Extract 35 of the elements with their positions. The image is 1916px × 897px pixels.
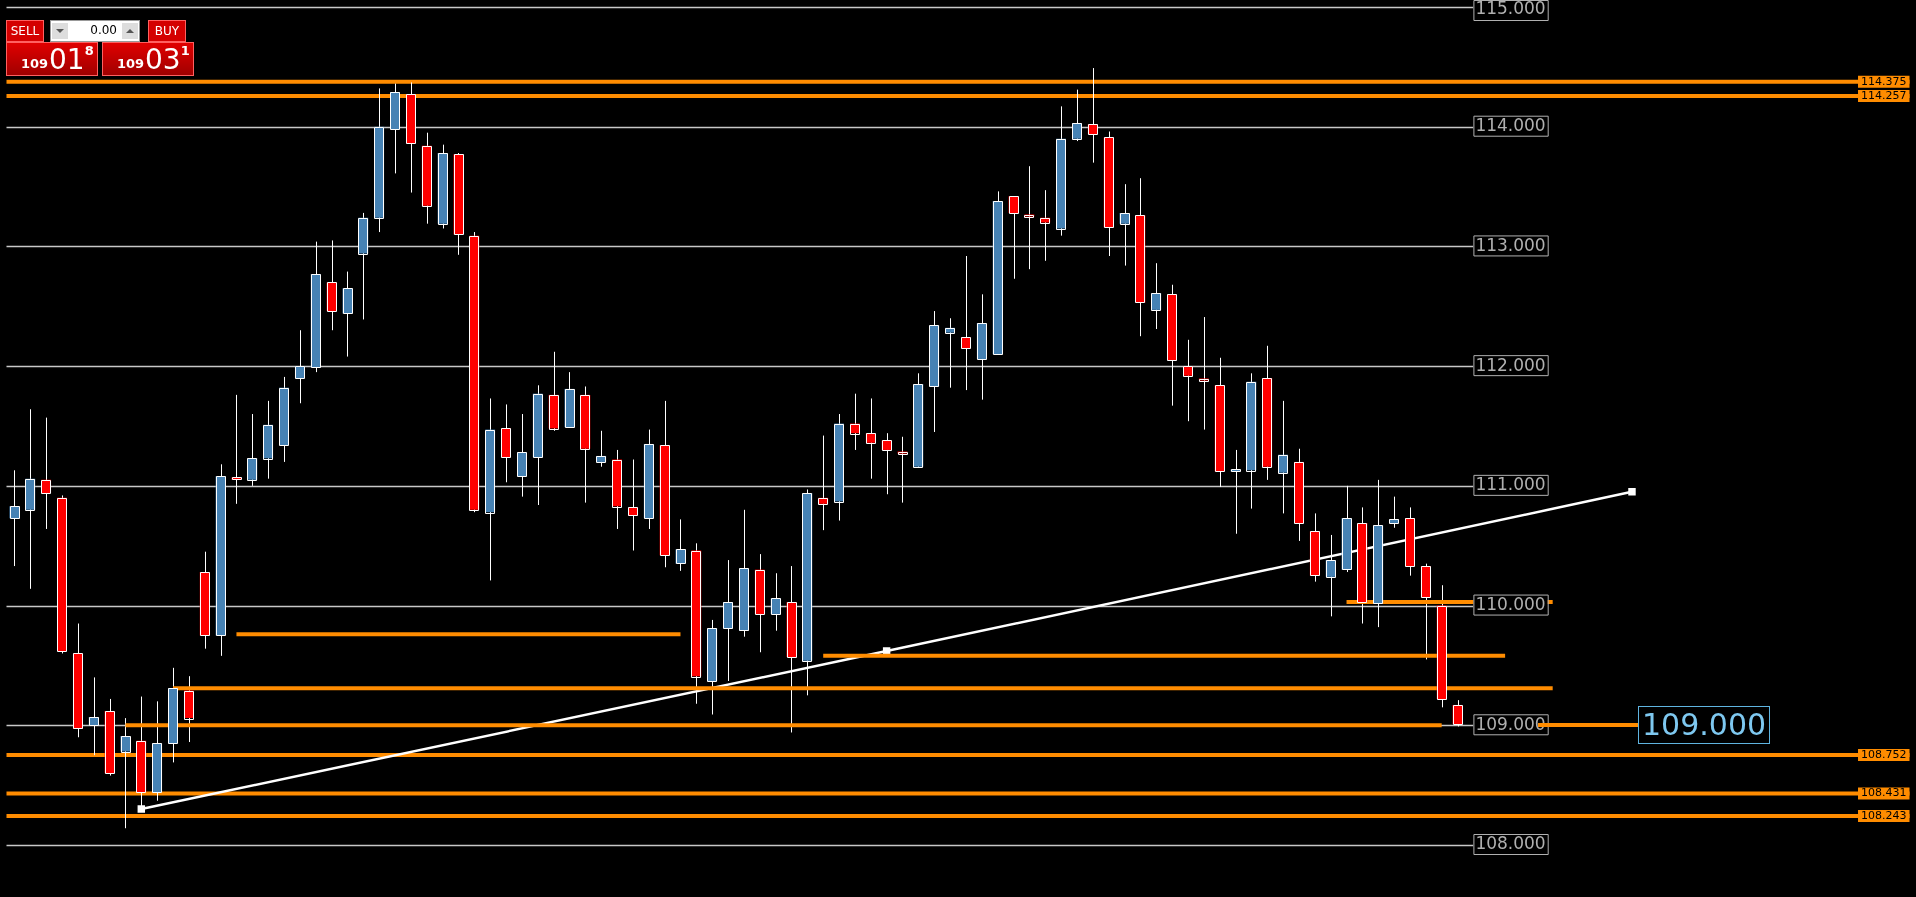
- annotation: 03$^{1}$: [145, 43, 190, 76]
- ref-line-label: 114.375: [1861, 74, 1907, 88]
- annotation: 01$^{8}$: [49, 42, 94, 76]
- candlestick: [294, 329, 305, 404]
- candlestick: [88, 676, 99, 756]
- candlestick: [231, 394, 242, 505]
- annotation: 109: [21, 56, 49, 71]
- point: [1628, 488, 1636, 496]
- y-tick-label: 111.000: [1475, 474, 1546, 495]
- ref-line-label: 108.752: [1861, 747, 1907, 761]
- y-tick-label: 112.000: [1475, 354, 1546, 375]
- candlestick: [961, 255, 971, 391]
- ref-line-label: 114.257: [1861, 88, 1907, 102]
- y-tick-label: 115.000: [1475, 0, 1546, 19]
- candlestick: [627, 459, 638, 551]
- y-tick-label: 114.000: [1475, 115, 1546, 136]
- candlestick: [1230, 449, 1241, 535]
- candlestick: [516, 413, 527, 498]
- annotation: 0.00: [90, 23, 117, 37]
- ref-line-label: 108.243: [1861, 808, 1907, 822]
- candlestick: [41, 417, 52, 530]
- y-tick-label: 109.000: [1475, 713, 1546, 734]
- y-tick-label: 108.000: [1475, 833, 1546, 854]
- annotation: SELL: [6, 20, 44, 42]
- annotation: 109.000: [1638, 706, 1771, 744]
- annotation: 109: [117, 56, 145, 71]
- annotation: BUY: [148, 20, 186, 42]
- candlestick: [1452, 699, 1463, 727]
- y-tick-label: 110.000: [1475, 593, 1546, 614]
- candlestick: [9, 469, 20, 567]
- candlestick: [675, 518, 686, 572]
- point: [882, 647, 891, 655]
- ref-line-label: 108.431: [1861, 786, 1907, 800]
- y-tick-label: 113.000: [1475, 234, 1546, 255]
- point: [137, 805, 146, 813]
